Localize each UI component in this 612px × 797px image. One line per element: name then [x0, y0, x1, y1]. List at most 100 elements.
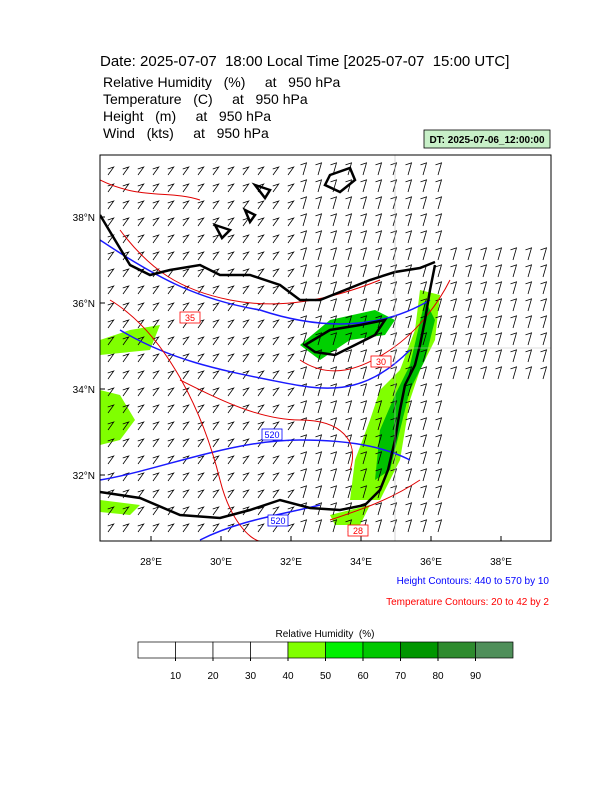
wind-barb — [107, 217, 115, 227]
wind-barb — [257, 472, 265, 482]
colorbar-box — [137, 641, 176, 659]
wind-barb — [435, 213, 443, 227]
lon-label: 34°E — [350, 557, 372, 568]
wind-barb — [287, 370, 295, 380]
wind-barb — [287, 251, 295, 261]
wind-barb — [540, 332, 548, 346]
wind-barb — [495, 315, 503, 329]
wind-barb — [167, 387, 175, 397]
wind-barb — [420, 485, 428, 499]
temperature_label-box — [370, 355, 392, 368]
wind-barb — [242, 234, 250, 244]
wind-barb — [360, 400, 368, 414]
dt-label: DT: 2025-07-06_12:00:00 — [429, 135, 545, 146]
wind-barb — [167, 472, 175, 482]
wind-barb — [272, 506, 280, 516]
wind-barb — [300, 247, 308, 261]
wind-barb — [345, 213, 353, 227]
wind-barb — [375, 230, 383, 244]
wind-barb — [300, 366, 308, 380]
wind-barb — [107, 285, 115, 295]
wind-barb — [360, 349, 368, 363]
wind-barb — [390, 247, 398, 261]
wind-barb — [435, 485, 443, 499]
wind-barb — [525, 247, 533, 261]
wind-barb — [360, 162, 368, 176]
wind-barb — [420, 281, 428, 295]
wind-barb — [525, 366, 533, 380]
wind-barb — [287, 523, 295, 533]
wind-barb — [272, 200, 280, 210]
wind-barb — [227, 421, 235, 431]
wind-barb — [315, 434, 323, 448]
wind-barb — [137, 421, 145, 431]
colorbar-tick-label: 10 — [170, 671, 182, 682]
wind-barb — [330, 383, 338, 397]
wind-barb — [315, 468, 323, 482]
wind-barb — [212, 370, 220, 380]
wind-barb — [420, 417, 428, 431]
height_label: 520 — [264, 430, 279, 440]
wind-barb — [167, 217, 175, 227]
wind-barb — [287, 217, 295, 227]
wind-barb — [495, 264, 503, 278]
wind-barb — [272, 489, 280, 499]
wind-barb — [227, 217, 235, 227]
wind-barb — [227, 387, 235, 397]
wind-barb — [330, 281, 338, 295]
wind-barb — [227, 285, 235, 295]
wind-barb — [197, 336, 205, 346]
wind-barb — [242, 166, 250, 176]
temperature_label: 35 — [185, 313, 195, 323]
wind-barb — [107, 183, 115, 193]
humidity-area — [100, 325, 160, 445]
dt-box — [423, 129, 551, 149]
wind-barb — [330, 519, 338, 533]
wind-barb — [257, 353, 265, 363]
wind-barb — [360, 434, 368, 448]
header-line: Wind (kts) at 950 hPa — [103, 125, 269, 141]
wind-barb — [405, 213, 413, 227]
wind-barb — [212, 404, 220, 414]
wind-barb — [405, 502, 413, 516]
wind-barb — [212, 336, 220, 346]
wind-barb — [330, 162, 338, 176]
wind-barb — [465, 332, 473, 346]
wind-barb — [167, 336, 175, 346]
wind-barb — [345, 264, 353, 278]
wind-barb — [420, 468, 428, 482]
wind-barb — [390, 400, 398, 414]
wind-barb — [287, 353, 295, 363]
wind-barb — [182, 336, 190, 346]
wind-barb — [300, 468, 308, 482]
humidity-area — [100, 500, 370, 525]
wind-barb — [167, 438, 175, 448]
wind-barb — [137, 200, 145, 210]
wind-barb — [272, 183, 280, 193]
wind-barb — [300, 519, 308, 533]
wind-barb — [315, 502, 323, 516]
wind-barb — [405, 434, 413, 448]
wind-barb — [405, 400, 413, 414]
wind-barb — [390, 162, 398, 176]
wind-barb — [197, 506, 205, 516]
wind-barb — [242, 370, 250, 380]
wind-barb — [122, 421, 130, 431]
wind-barb — [375, 502, 383, 516]
wind-barb — [182, 387, 190, 397]
wind-barb — [287, 489, 295, 499]
wind-barb — [182, 489, 190, 499]
wind-barb — [525, 332, 533, 346]
wind-barb — [167, 251, 175, 261]
title: Date: 2025-07-07 18:00 Local Time [2025-… — [100, 53, 509, 70]
wind-barb — [137, 387, 145, 397]
wind-barb — [345, 383, 353, 397]
wind-barb — [435, 179, 443, 193]
wind-barb — [375, 451, 383, 465]
wind-barb — [242, 200, 250, 210]
wind-barb — [480, 349, 488, 363]
wind-barb — [182, 217, 190, 227]
wind-barb — [375, 332, 383, 346]
wind-barb — [107, 489, 115, 499]
